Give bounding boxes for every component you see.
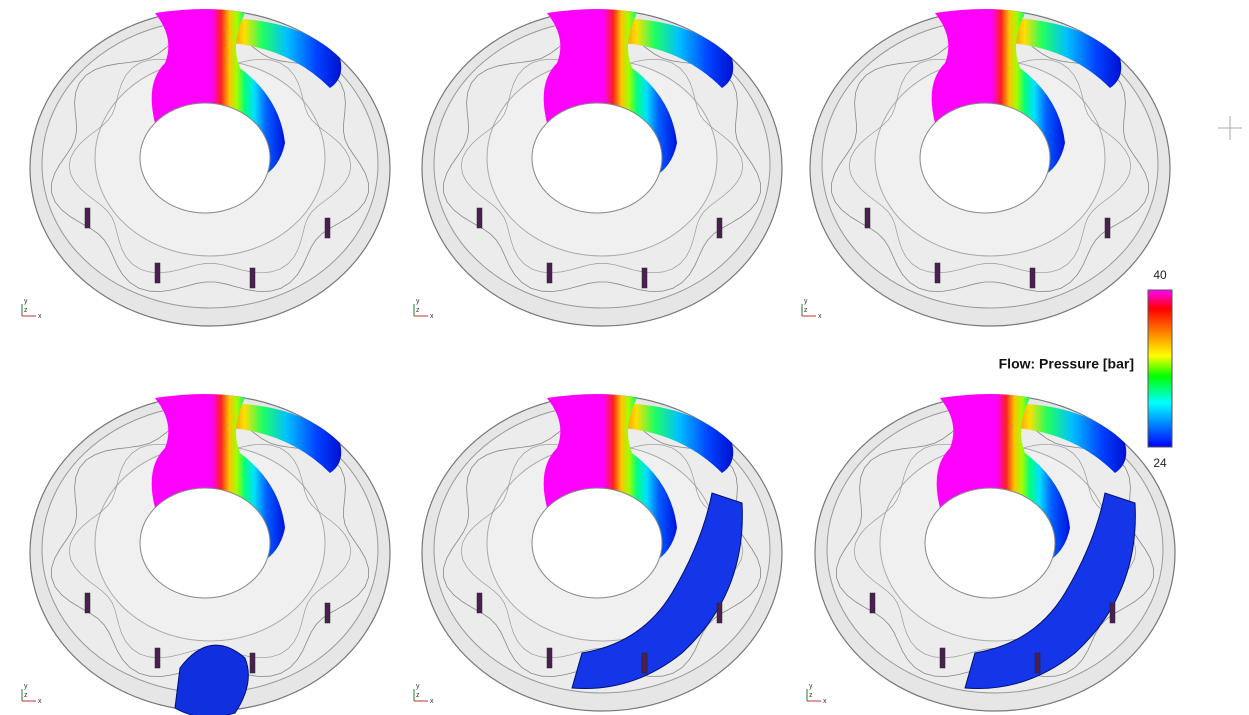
- triad-label: y: [24, 683, 28, 690]
- axis-triad: yz x: [807, 683, 827, 705]
- triad-label: z: [416, 692, 420, 699]
- triad-label: x: [823, 698, 827, 705]
- figure: yzxyzxyzxyzxyzxyzx 40 24 Flow: Pressure …: [0, 0, 1249, 715]
- hub-hole: [532, 488, 662, 598]
- cursor-cross: [1218, 116, 1242, 140]
- vane: [642, 653, 647, 673]
- vane: [547, 263, 552, 283]
- triad-label: y: [416, 683, 420, 690]
- hub-hole: [140, 488, 270, 598]
- axis-triad: yz x: [414, 683, 434, 705]
- vane: [477, 593, 482, 613]
- triad-label: x: [38, 313, 42, 320]
- vane: [547, 648, 552, 668]
- hub-hole: [140, 103, 270, 213]
- vane: [155, 648, 160, 668]
- vane: [325, 218, 330, 238]
- vane: [717, 218, 722, 238]
- vane: [865, 208, 870, 228]
- vane: [870, 593, 875, 613]
- triad-label: x: [38, 698, 42, 705]
- triad-label: z: [809, 692, 813, 699]
- colorbar-max: 40: [1153, 268, 1167, 282]
- colorbar-min: 24: [1153, 456, 1167, 470]
- vane: [1110, 603, 1115, 623]
- colorbar-label: Flow: Pressure [bar]: [999, 356, 1134, 372]
- vane: [940, 648, 945, 668]
- triad-label: x: [430, 698, 434, 705]
- triad-label: y: [24, 298, 28, 305]
- axis-triad: yz x: [802, 298, 822, 320]
- triad-label: z: [24, 692, 28, 699]
- axis-triad: yz x: [22, 298, 42, 320]
- vane: [250, 653, 255, 673]
- triad-label: x: [430, 313, 434, 320]
- vane: [935, 263, 940, 283]
- hub-hole: [920, 103, 1050, 213]
- hub-hole: [925, 488, 1055, 598]
- vane: [477, 208, 482, 228]
- vane: [717, 603, 722, 623]
- triad-label: y: [804, 298, 808, 305]
- vane: [325, 603, 330, 623]
- triad-label: z: [416, 307, 420, 314]
- vane: [155, 263, 160, 283]
- vane: [1030, 268, 1035, 288]
- triad-label: x: [818, 313, 822, 320]
- axis-triad: yz x: [414, 298, 434, 320]
- triad-label: z: [804, 307, 808, 314]
- vane: [85, 593, 90, 613]
- triad-label: y: [416, 298, 420, 305]
- colorbar: [1148, 290, 1172, 447]
- vane: [250, 268, 255, 288]
- hub-hole: [532, 103, 662, 213]
- vane: [1105, 218, 1110, 238]
- triad-label: z: [24, 307, 28, 314]
- vane: [642, 268, 647, 288]
- vane: [1035, 653, 1040, 673]
- vane: [85, 208, 90, 228]
- axis-triad: yz x: [22, 683, 42, 705]
- triad-label: y: [809, 683, 813, 690]
